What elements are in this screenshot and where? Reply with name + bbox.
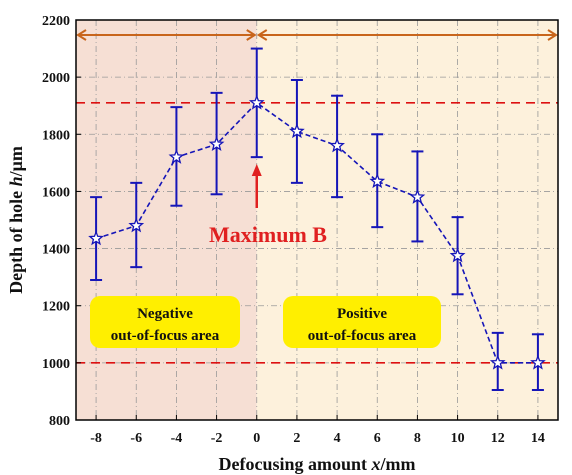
y-axis-ticks: 800 1000 1200 1400 1600 1800 2000 2200 xyxy=(42,14,81,429)
data-point-star xyxy=(489,354,506,370)
data-point-star xyxy=(530,354,546,370)
x-tick-label: 8 xyxy=(414,431,421,446)
x-tick-label: 14 xyxy=(531,431,545,446)
negative-area-line1: Negative xyxy=(137,306,193,322)
negative-region xyxy=(76,20,257,420)
range-arrows xyxy=(76,29,558,41)
x-tick-label: 0 xyxy=(253,431,260,446)
series-line xyxy=(95,101,538,364)
x-axis-label: Defocusing amount x/mm xyxy=(218,454,415,474)
x-tick-label: 10 xyxy=(451,431,465,446)
positive-region xyxy=(256,20,558,420)
data-point-star xyxy=(369,173,386,189)
x-tick-label: -2 xyxy=(211,431,223,446)
data-point-star xyxy=(449,247,466,263)
y-tick-label: 1800 xyxy=(42,128,70,143)
range-arrow-right-head xyxy=(547,29,558,41)
data-series xyxy=(88,47,546,391)
positive-area-box xyxy=(283,296,441,348)
data-point-star xyxy=(168,148,185,164)
x-tick-label: 2 xyxy=(293,431,300,446)
positive-range-arrow xyxy=(256,29,558,41)
y-tick-label: 1400 xyxy=(42,243,70,258)
y-tick-label: 2000 xyxy=(42,71,70,86)
data-point-star xyxy=(88,230,104,246)
y-tick-label: 800 xyxy=(49,414,70,429)
positive-area-line1: Positive xyxy=(337,306,387,322)
y-tick-label: 1200 xyxy=(42,300,70,315)
x-tick-label: 4 xyxy=(334,431,341,446)
y-tick-label: 1600 xyxy=(42,185,70,200)
y-axis-label: Depth of hole h/μm xyxy=(6,146,26,294)
negative-range-arrow xyxy=(76,29,257,41)
maximum-annotation: Maximum B xyxy=(209,164,327,247)
maximum-label: Maximum B xyxy=(209,222,327,247)
range-arrow-left-head xyxy=(76,29,87,41)
x-tick-label: -6 xyxy=(130,431,142,446)
x-tick-label: -4 xyxy=(171,431,183,446)
range-arrow-right-head xyxy=(246,29,257,41)
y-tick-label: 1000 xyxy=(42,357,70,372)
x-tick-label: 12 xyxy=(491,431,505,446)
data-point-star xyxy=(409,188,426,204)
positive-area-line2: out-of-focus area xyxy=(308,328,417,344)
data-point-star xyxy=(289,123,305,139)
y-tick-label: 2200 xyxy=(42,14,70,29)
x-tick-label: 6 xyxy=(374,431,381,446)
reference-lines xyxy=(76,102,558,364)
negative-area-box xyxy=(90,296,240,348)
range-arrow-left-head xyxy=(256,29,268,41)
data-point-star xyxy=(128,217,145,233)
area-labels: Negative out-of-focus area Positive out-… xyxy=(90,296,441,348)
x-axis-ticks: -8 -6 -4 -2 0 2 4 6 8 10 12 14 xyxy=(90,415,545,446)
plot-frame xyxy=(75,19,559,421)
negative-area-line2: out-of-focus area xyxy=(111,328,220,344)
data-point-star xyxy=(248,94,265,110)
maximum-arrow-head xyxy=(251,164,262,176)
data-point-star xyxy=(208,135,225,151)
x-tick-label: -8 xyxy=(90,431,102,446)
data-point-star xyxy=(329,137,345,153)
background-regions xyxy=(76,20,558,420)
